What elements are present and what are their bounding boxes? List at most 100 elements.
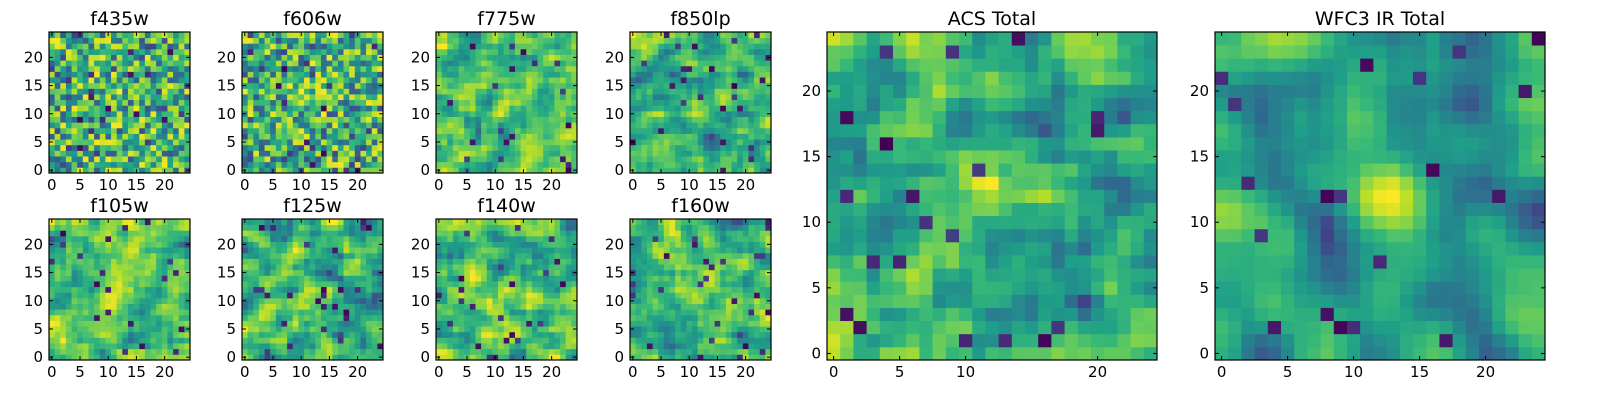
heatmap-cell bbox=[94, 133, 101, 140]
heatmap-cell bbox=[292, 303, 299, 310]
heatmap-cell bbox=[526, 331, 533, 338]
heatmap-cell bbox=[765, 286, 772, 293]
heatmap-cell bbox=[526, 354, 533, 361]
heatmap-cell bbox=[646, 286, 653, 293]
heatmap-cell bbox=[686, 37, 693, 44]
heatmap-cell bbox=[635, 326, 642, 333]
heatmap-cell bbox=[253, 139, 260, 146]
heatmap-cell bbox=[725, 133, 732, 140]
heatmap-cell bbox=[99, 354, 106, 361]
heatmap-cell bbox=[139, 241, 146, 248]
heatmap-cell bbox=[720, 65, 727, 72]
heatmap-cell bbox=[366, 133, 373, 140]
heatmap-cell bbox=[133, 247, 140, 254]
x-tick-label: 5 bbox=[75, 363, 85, 381]
heatmap-cell bbox=[292, 43, 299, 50]
heatmap-cell bbox=[571, 314, 578, 321]
heatmap-cell bbox=[498, 82, 505, 89]
heatmap-cell bbox=[371, 281, 378, 288]
heatmap-cell bbox=[658, 297, 665, 304]
heatmap-cell bbox=[133, 156, 140, 163]
heatmap-cell bbox=[167, 60, 174, 67]
heatmap-cell bbox=[343, 60, 350, 67]
heatmap-cell bbox=[60, 167, 67, 174]
heatmap-cell bbox=[371, 144, 378, 151]
heatmap-cell bbox=[680, 354, 687, 361]
heatmap-cell bbox=[514, 320, 521, 327]
heatmap-cell bbox=[99, 122, 106, 129]
heatmap-cell bbox=[658, 286, 665, 293]
heatmap-cell bbox=[692, 122, 699, 129]
heatmap-cell bbox=[725, 116, 732, 123]
heatmap-cell bbox=[360, 348, 367, 355]
heatmap-cell bbox=[320, 54, 327, 61]
heatmap-cell bbox=[133, 105, 140, 112]
heatmap-cell bbox=[658, 82, 665, 89]
heatmap-cell bbox=[520, 122, 527, 129]
heatmap-cell bbox=[144, 275, 151, 282]
heatmap-cell bbox=[292, 275, 299, 282]
heatmap-cell bbox=[65, 48, 72, 55]
heatmap-cell bbox=[54, 110, 61, 117]
heatmap-cell bbox=[178, 65, 185, 72]
heatmap-cell bbox=[641, 105, 648, 112]
heatmap-cell bbox=[498, 354, 505, 361]
heatmap-cell bbox=[652, 105, 659, 112]
heatmap-cell bbox=[514, 116, 521, 123]
heatmap-cell bbox=[692, 65, 699, 72]
heatmap-cell bbox=[173, 77, 180, 84]
heatmap-cell bbox=[708, 60, 715, 67]
x-tick-label: 15 bbox=[127, 176, 146, 194]
heatmap-cell bbox=[652, 37, 659, 44]
heatmap-cell bbox=[703, 133, 710, 140]
heatmap-cell bbox=[714, 286, 721, 293]
heatmap-cell bbox=[139, 60, 146, 67]
heatmap-cell bbox=[543, 230, 550, 237]
heatmap-cell bbox=[105, 326, 112, 333]
heatmap-cell bbox=[560, 264, 567, 271]
heatmap-cell bbox=[88, 354, 95, 361]
heatmap-cell bbox=[264, 127, 271, 134]
heatmap-cell bbox=[320, 116, 327, 123]
heatmap-cell bbox=[161, 348, 168, 355]
heatmap-cell bbox=[565, 343, 572, 350]
heatmap-cell bbox=[675, 354, 682, 361]
heatmap-cell bbox=[526, 320, 533, 327]
heatmap-cell bbox=[264, 144, 271, 151]
heatmap-cell bbox=[71, 219, 78, 226]
heatmap-cell bbox=[65, 354, 72, 361]
heatmap-cell bbox=[441, 94, 448, 101]
heatmap-cell bbox=[247, 54, 254, 61]
heatmap-cell bbox=[122, 43, 129, 50]
heatmap-cell bbox=[697, 150, 704, 157]
heatmap-cell bbox=[144, 88, 151, 95]
heatmap-cell bbox=[337, 116, 344, 123]
heatmap-cell bbox=[731, 354, 738, 361]
heatmap-cell bbox=[571, 275, 578, 282]
heatmap-cell bbox=[714, 326, 721, 333]
heatmap-cell bbox=[720, 122, 727, 129]
heatmap-cell bbox=[371, 348, 378, 355]
x-tick-label: 5 bbox=[268, 363, 278, 381]
heatmap-cell bbox=[469, 122, 476, 129]
heatmap-cell bbox=[469, 292, 476, 299]
heatmap-cell bbox=[503, 331, 510, 338]
heatmap-cell bbox=[65, 71, 72, 78]
heatmap-cell bbox=[167, 235, 174, 242]
heatmap-cell bbox=[122, 71, 129, 78]
heatmap-cell bbox=[554, 235, 561, 242]
heatmap-cell bbox=[65, 337, 72, 344]
heatmap-cell bbox=[635, 48, 642, 55]
heatmap-cell bbox=[71, 133, 78, 140]
heatmap-cell bbox=[652, 127, 659, 134]
heatmap-cell bbox=[714, 82, 721, 89]
heatmap-cell bbox=[99, 235, 106, 242]
heatmap-cell bbox=[122, 343, 129, 350]
heatmap-cell bbox=[178, 292, 185, 299]
heatmap-cell bbox=[264, 275, 271, 282]
heatmap-cell bbox=[652, 331, 659, 338]
heatmap-cell bbox=[646, 326, 653, 333]
heatmap-cell bbox=[71, 65, 78, 72]
heatmap-cell bbox=[77, 269, 84, 276]
heatmap-cell bbox=[641, 331, 648, 338]
